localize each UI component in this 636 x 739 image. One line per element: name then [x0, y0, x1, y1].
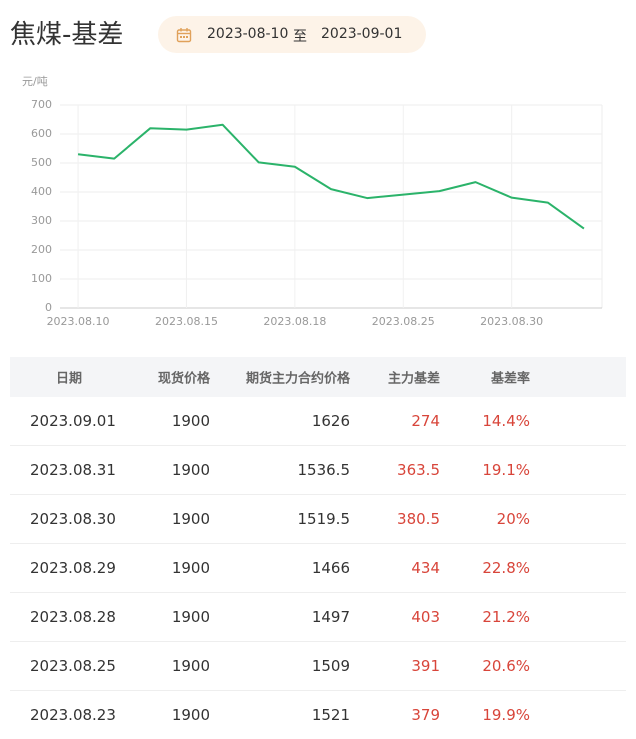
table-cell: 1900	[171, 412, 210, 430]
table-row: 2023.08.23 1900 1521 379 19.9%	[10, 691, 626, 739]
y-tick-label: 700	[31, 98, 52, 111]
table-cell: 1536.5	[297, 461, 351, 479]
date-range[interactable]: 2023-08-10 至 2023-09-01	[158, 16, 426, 53]
table-cell: 1900	[171, 559, 210, 577]
table-cell: 1900	[171, 608, 210, 626]
chart: 元/吨 0 100 200 300 400 500 600 700 2023.08.10 2023…	[22, 75, 603, 328]
table-cell: 1626	[311, 412, 350, 430]
table-cell: 2023.08.23	[30, 706, 116, 724]
table-cell: 21.2%	[482, 608, 530, 626]
table-cell: 2023.08.28	[30, 608, 116, 626]
table-cell: 2023.08.25	[30, 657, 116, 675]
column-header: 期货主力合约价格	[245, 371, 350, 387]
y-tick-label: 0	[45, 301, 52, 314]
table: 日期 现货价格 期货主力合约价格 主力基差 基差率 2023.09.01 1900 1626 2…	[10, 357, 626, 739]
table-cell: 380.5	[397, 510, 440, 528]
table-cell: 2023.09.01	[30, 412, 116, 430]
y-tick-label: 200	[31, 243, 52, 256]
y-tick-label: 300	[31, 214, 52, 227]
column-header: 基差率	[490, 371, 530, 387]
table-cell: 363.5	[397, 461, 440, 479]
y-tick-label: 500	[31, 156, 52, 169]
table-cell: 20.6%	[482, 657, 530, 675]
column-header: 日期	[56, 371, 83, 387]
table-row: 2023.09.01 1900 1626 274 14.4%	[10, 397, 626, 446]
x-tick-label: 2023.08.10	[47, 315, 110, 328]
table-cell: 1519.5	[297, 510, 351, 528]
table-cell: 1509	[311, 657, 350, 675]
table-row: 2023.08.30 1900 1519.5 380.5 20%	[10, 495, 626, 544]
table-cell: 19.1%	[482, 461, 530, 479]
y-tick-label: 100	[31, 272, 52, 285]
table-cell: 1900	[171, 461, 210, 479]
table-cell: 403	[411, 608, 440, 626]
table-cell: 434	[411, 559, 440, 577]
page-title: 焦煤-基差	[10, 20, 124, 50]
column-header: 现货价格	[157, 371, 210, 387]
table-cell: 2023.08.29	[30, 559, 116, 577]
table-cell: 19.9%	[482, 706, 530, 724]
x-tick-label: 2023.08.18	[263, 315, 326, 328]
table-row: 2023.08.28 1900 1497 403 21.2%	[10, 593, 626, 642]
table-cell: 22.8%	[482, 559, 530, 577]
table-header: 日期 现货价格 期货主力合约价格 主力基差 基差率	[10, 357, 626, 397]
table-row: 2023.08.29 1900 1466 434 22.8%	[10, 544, 626, 593]
table-cell: 1900	[171, 657, 210, 675]
table-cell: 274	[411, 412, 440, 430]
y-tick-label: 600	[31, 127, 52, 140]
y-axis-label: 元/吨	[22, 75, 48, 88]
column-header: 主力基差	[387, 371, 440, 387]
x-tick-label: 2023.08.25	[372, 315, 435, 328]
table-cell: 1521	[311, 706, 350, 724]
table-cell: 1497	[311, 608, 350, 626]
y-tick-label: 400	[31, 185, 52, 198]
x-tick-label: 2023.08.30	[480, 315, 543, 328]
table-cell: 14.4%	[482, 412, 530, 430]
table-cell: 2023.08.31	[30, 461, 116, 479]
table-row: 2023.08.31 1900 1536.5 363.5 19.1%	[10, 446, 626, 495]
end-date[interactable]: 2023-09-01	[321, 26, 403, 42]
table-cell: 379	[411, 706, 440, 724]
table-cell: 391	[411, 657, 440, 675]
table-row: 2023.08.25 1900 1509 391 20.6%	[10, 642, 626, 691]
line-series	[77, 123, 585, 230]
table-cell: 1466	[311, 559, 350, 577]
table-cell: 2023.08.30	[30, 510, 116, 528]
table-cell: 20%	[496, 510, 530, 528]
separator: 至	[293, 29, 307, 45]
start-date[interactable]: 2023-08-10	[207, 26, 289, 42]
table-cell: 1900	[171, 510, 210, 528]
calendar-icon	[176, 28, 192, 43]
table-cell: 1900	[171, 706, 210, 724]
x-tick-label: 2023.08.15	[155, 315, 218, 328]
